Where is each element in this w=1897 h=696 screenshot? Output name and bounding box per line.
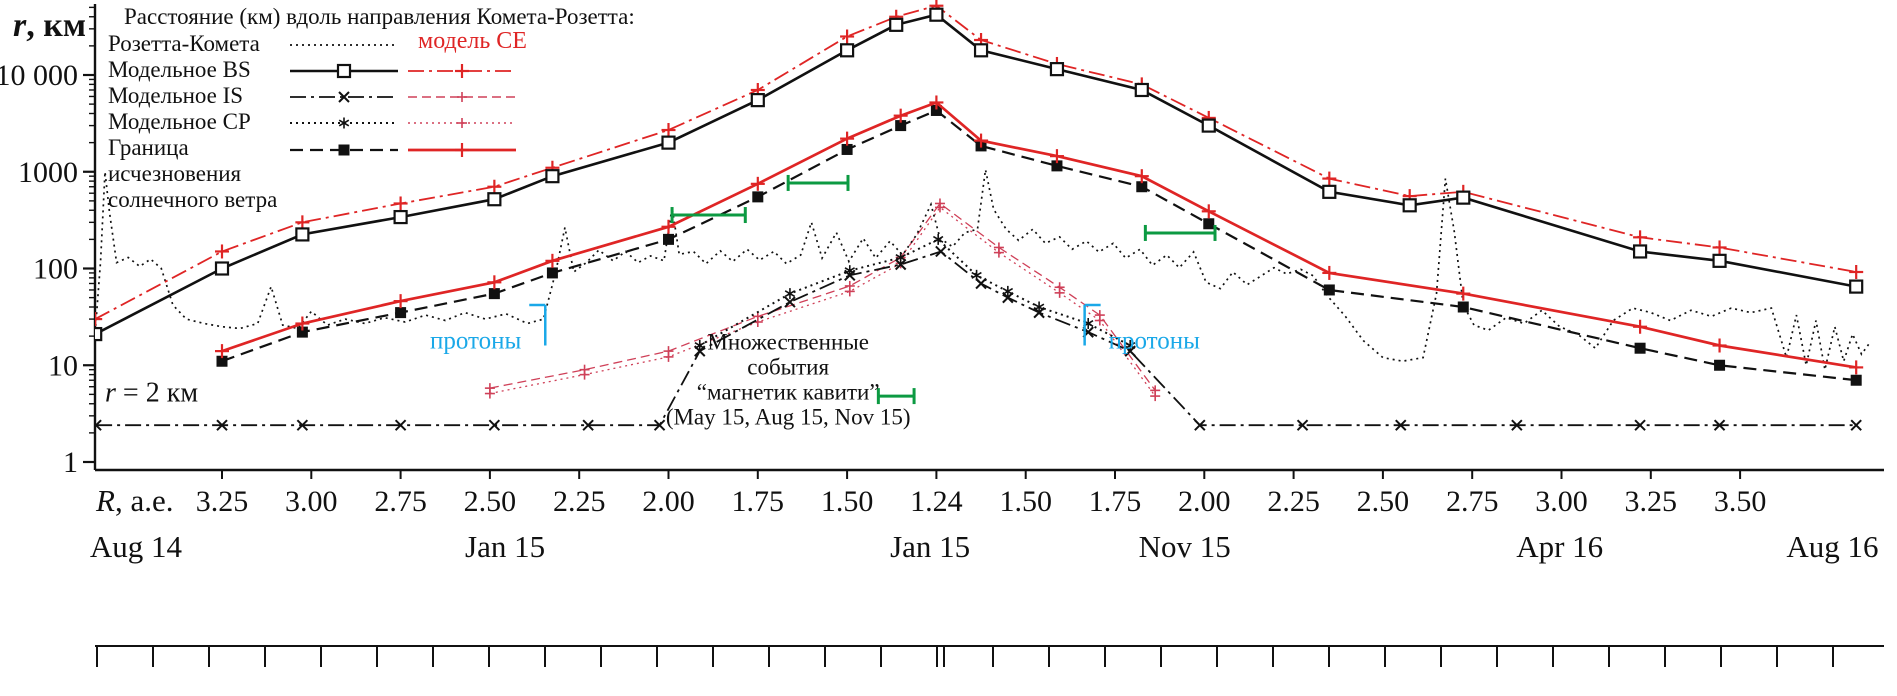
svg-text:10: 10 — [48, 349, 78, 382]
series-rosetta — [95, 169, 1871, 370]
svg-text:1.24: 1.24 — [910, 485, 963, 518]
x-axis-dates: Aug 14 Jan 15 Jan 15 Nov 15 Apr 16 Aug 16 — [90, 529, 1879, 564]
legend-sample-is — [288, 84, 406, 108]
green-interval-bars — [670, 174, 1217, 405]
legend-title: Расстояние (км) вдоль направления Комета… — [124, 4, 635, 29]
svg-text:1: 1 — [63, 446, 78, 479]
svg-text:1.50: 1.50 — [821, 485, 874, 518]
legend-row-bs: Модельное BS — [108, 57, 635, 83]
series-boundary — [216, 104, 1862, 386]
legend-sample-ce-is — [406, 84, 524, 108]
svg-text:(May 15, Aug 15, Nov 15): (May 15, Aug 15, Nov 15) — [666, 405, 911, 430]
svg-text:r = 2 км: r = 2 км — [105, 378, 198, 409]
svg-text:2.75: 2.75 — [1446, 485, 1499, 518]
svg-text:3.00: 3.00 — [1535, 485, 1588, 518]
svg-text:2.50: 2.50 — [1357, 485, 1410, 518]
svg-text:Jan 15: Jan 15 — [465, 529, 545, 564]
y-axis-label: r, км — [13, 7, 86, 44]
svg-text:события: события — [747, 355, 829, 380]
legend-row-cp: Модельное CP — [108, 109, 635, 135]
svg-text:2.75: 2.75 — [374, 485, 427, 518]
svg-text:Множественные: Множественные — [707, 330, 869, 355]
series-bs — [95, 7, 1864, 342]
series-group — [95, 0, 1871, 431]
legend-sample-ce-bs — [406, 58, 524, 82]
svg-text:Apr 16: Apr 16 — [1516, 529, 1603, 564]
legend-sample-cp — [288, 110, 406, 134]
legend-label-bs: Модельное BS — [108, 57, 251, 83]
svg-text:2.00: 2.00 — [642, 485, 695, 518]
svg-text:Aug 14: Aug 14 — [90, 529, 183, 564]
svg-text:3.25: 3.25 — [196, 485, 249, 518]
legend-sample-ce-boundary — [406, 137, 524, 161]
svg-text:1.75: 1.75 — [732, 485, 785, 518]
legend-sample-rosetta — [288, 32, 406, 56]
svg-text:3.00: 3.00 — [285, 485, 338, 518]
legend-label-rosetta: Розетта-Комета — [108, 31, 260, 57]
legend: Расстояние (км) вдоль направления Комета… — [108, 4, 635, 212]
svg-text:2.25: 2.25 — [553, 485, 606, 518]
bottom-time-ruler — [95, 645, 1884, 667]
svg-text:Jan 15: Jan 15 — [890, 529, 970, 564]
legend-label-is: Модельное IS — [108, 83, 244, 109]
legend-sample-boundary — [288, 137, 406, 161]
legend-ce-label: модель CE — [418, 28, 527, 54]
svg-text:r, км: r, км — [13, 7, 86, 44]
svg-text:3.50: 3.50 — [1714, 485, 1767, 518]
svg-text:2.50: 2.50 — [464, 485, 517, 518]
svg-text:2.00: 2.00 — [1178, 485, 1231, 518]
svg-text:R, a.e.: R, a.e. — [95, 483, 173, 518]
svg-text:Aug 16: Aug 16 — [1786, 529, 1878, 564]
svg-text:100: 100 — [33, 253, 78, 286]
legend-label-cp: Модельное CP — [108, 109, 251, 135]
svg-text:1000: 1000 — [18, 156, 78, 189]
annotation-r2km: r = 2 км — [105, 378, 198, 409]
svg-text:1.50: 1.50 — [999, 485, 1052, 518]
series-ce_boundary — [215, 95, 1864, 375]
svg-text:1.75: 1.75 — [1089, 485, 1142, 518]
proton-label: протоны — [1109, 328, 1201, 355]
series-cp — [694, 233, 1136, 352]
x-axis-ticks: 3.25 3.00 2.75 2.50 2.25 2.00 1.75 1.50 1.24 1.50… — [95, 470, 1766, 518]
legend-sample-bs — [288, 58, 406, 82]
y-axis-ticks: 10 000 1000 100 10 1 — [0, 6, 95, 479]
legend-label-boundary: Граница исчезновения солнечного ветра — [108, 135, 278, 212]
legend-row-rosetta: Розетта-Комета модель CE — [108, 28, 635, 57]
proton-markers: протоны протоны — [430, 303, 1201, 355]
legend-ce-label-cell: модель CE — [406, 28, 527, 56]
svg-text:Nov 15: Nov 15 — [1139, 529, 1231, 564]
svg-text:2.25: 2.25 — [1267, 485, 1320, 518]
svg-text:3.25: 3.25 — [1625, 485, 1678, 518]
proton-label: протоны — [430, 328, 522, 355]
svg-text:“магнетик кавити”: “магнетик кавити” — [697, 380, 880, 405]
legend-row-boundary: Граница исчезновения солнечного ветра — [108, 135, 635, 212]
legend-row-is: Модельное IS — [108, 83, 635, 109]
svg-text:10 000: 10 000 — [0, 59, 78, 92]
axes — [93, 4, 1884, 472]
legend-sample-ce-cp — [406, 110, 524, 134]
